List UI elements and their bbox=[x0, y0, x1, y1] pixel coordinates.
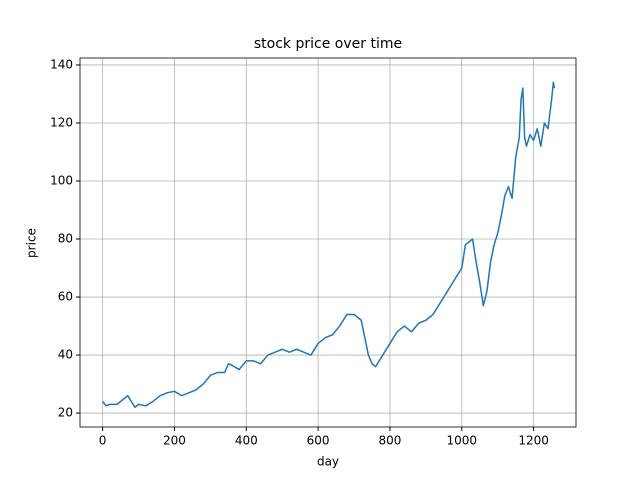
y-tick-label: 140 bbox=[50, 57, 73, 71]
x-axis-label: day bbox=[317, 455, 339, 469]
x-tick-label: 1200 bbox=[518, 434, 549, 448]
chart-title: stock price over time bbox=[254, 36, 402, 52]
y-tick-label: 100 bbox=[50, 174, 73, 188]
y-tick-label: 60 bbox=[58, 290, 73, 304]
x-tick-label: 400 bbox=[235, 434, 258, 448]
y-tick-label: 40 bbox=[58, 348, 73, 362]
y-tick-label: 120 bbox=[50, 115, 73, 129]
plot-frame bbox=[79, 57, 577, 428]
x-tick-label: 800 bbox=[379, 434, 402, 448]
y-tick-label: 80 bbox=[58, 232, 73, 246]
x-tick-label: 0 bbox=[99, 434, 107, 448]
x-tick-label: 600 bbox=[307, 434, 330, 448]
y-tick-label: 20 bbox=[58, 406, 73, 420]
y-axis-label: price bbox=[25, 228, 39, 258]
x-tick-label: 1000 bbox=[447, 434, 478, 448]
x-tick-label: 200 bbox=[163, 434, 186, 448]
line bbox=[102, 81, 556, 409]
